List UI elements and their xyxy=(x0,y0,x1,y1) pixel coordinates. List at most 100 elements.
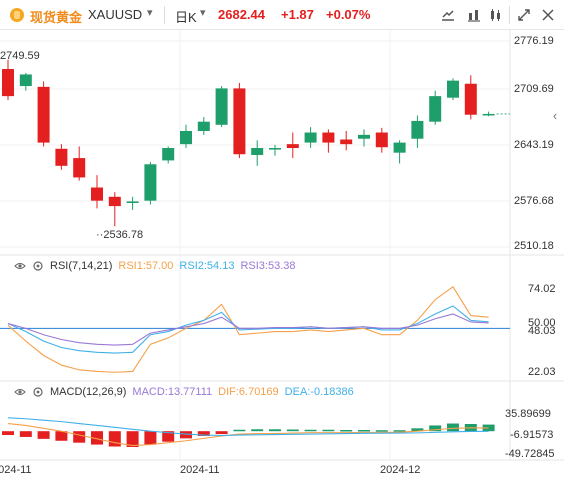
candle-body xyxy=(108,196,121,207)
price-axis-label: 2709.69 xyxy=(514,83,554,95)
candle-body xyxy=(393,142,406,153)
candle-body xyxy=(447,80,459,98)
candle-body xyxy=(375,132,388,148)
dea-line xyxy=(7,417,489,437)
time-axis-label: 2024-11 xyxy=(180,464,220,476)
macd-bar xyxy=(144,431,157,445)
candle-body xyxy=(73,158,86,178)
period-dropdown-icon[interactable]: ▾ xyxy=(200,7,206,19)
macd-bar xyxy=(2,431,14,436)
candle-body xyxy=(358,134,370,139)
time-axis-label: 2024-11 xyxy=(0,464,32,476)
low-price-annotation: ··2536.78 xyxy=(96,229,144,241)
candle-body xyxy=(286,144,299,149)
macd-title: MACD(12,26,9) xyxy=(50,386,127,398)
settings-icon[interactable] xyxy=(32,260,44,272)
candle-body xyxy=(162,148,175,161)
compare-icon[interactable] xyxy=(486,5,506,25)
macd-axis-label: -49.72845 xyxy=(505,448,555,460)
macd-header: MACD(12,26,9) MACD:13.77111 DIF:6.70169 … xyxy=(14,386,360,398)
symbol-name[interactable]: 现货黄金 xyxy=(30,10,83,25)
candle-body xyxy=(19,74,32,87)
drawing-tool-icon[interactable] xyxy=(438,5,458,25)
high-price-annotation: 2749.59 xyxy=(0,50,40,62)
candle-body xyxy=(411,120,424,139)
period-selector[interactable]: 日K xyxy=(175,10,197,25)
candle-body xyxy=(482,113,495,116)
macd-bar xyxy=(269,429,281,432)
price-axis-label: 2576.68 xyxy=(514,195,554,207)
macd-bar xyxy=(55,431,68,441)
macd-bar xyxy=(180,431,192,439)
macd-bar xyxy=(215,431,228,435)
macd-bar xyxy=(358,429,370,432)
symbol-code[interactable]: XAUUSD xyxy=(88,7,143,22)
time-axis-label: 2024-12 xyxy=(380,464,421,476)
candle-body xyxy=(215,88,228,125)
macd-value: MACD:13.77111 xyxy=(132,386,213,398)
macd-bar xyxy=(37,431,50,439)
candle-body xyxy=(304,132,317,143)
price-axis-label: 2510.18 xyxy=(514,240,554,252)
candle-body xyxy=(144,164,157,201)
macd-axis-label: 35.89699 xyxy=(505,408,551,420)
macd-axis-label: -6.91573 xyxy=(510,429,554,441)
dif-line xyxy=(7,422,489,447)
candle-body xyxy=(322,132,335,143)
expand-icon[interactable] xyxy=(514,5,534,25)
panel-toggle-icon[interactable]: ‹ xyxy=(552,108,558,123)
candle-body xyxy=(2,69,14,97)
rsi3-value: RSI3:53.38 xyxy=(240,260,296,272)
rsi2-value: RSI2:54.13 xyxy=(179,260,235,272)
rsi-axis-label: 50.00 xyxy=(528,317,556,329)
macd-bar xyxy=(304,429,317,432)
chart-toolbar: 现货黄金 XAUUSD ▾ 日K ▾ 2682.44 +1.87 +0.07% xyxy=(0,0,564,30)
macd-bar xyxy=(162,431,175,442)
macd-bar xyxy=(126,431,139,447)
rsi2-line xyxy=(7,305,489,354)
candle-body xyxy=(126,201,139,203)
toolbar-divider xyxy=(164,6,165,24)
price-change-percent: +0.07% xyxy=(326,7,371,22)
macd-bar xyxy=(340,429,353,432)
indicator-icon[interactable] xyxy=(464,5,484,25)
rsi-axis-label: 48.03 xyxy=(528,325,556,337)
macd-bar xyxy=(375,430,388,432)
rsi-header: RSI(7,14,21) RSI1:57.00 RSI2:54.13 RSI3:… xyxy=(14,260,302,272)
dea-value: DEA:-0.18386 xyxy=(284,386,354,398)
macd-bar xyxy=(108,431,121,447)
candle-body xyxy=(197,121,210,131)
rsi1-value: RSI1:57.00 xyxy=(118,260,174,272)
price-axis-label: 2643.19 xyxy=(514,139,554,151)
macd-bar xyxy=(73,431,86,443)
macd-bar xyxy=(322,429,335,432)
price-axis-label: 2776.19 xyxy=(514,35,554,47)
macd-bar xyxy=(393,430,406,432)
rsi-axis-label: 22.03 xyxy=(528,366,556,378)
rsi-axis-label: 74.02 xyxy=(528,283,556,295)
macd-bar xyxy=(286,429,299,432)
macd-bar xyxy=(19,431,32,437)
candle-body xyxy=(464,83,477,115)
dif-value: DIF:6.70169 xyxy=(218,386,279,398)
symbol-dropdown-icon[interactable]: ▾ xyxy=(147,7,153,19)
close-icon[interactable] xyxy=(538,5,558,25)
macd-bar xyxy=(233,429,246,432)
eye-icon[interactable] xyxy=(14,260,26,272)
candle-body xyxy=(429,96,442,122)
low-price-value: 2536.78 xyxy=(103,229,144,241)
price-change: +1.87 xyxy=(281,7,314,22)
settings-icon[interactable] xyxy=(32,386,44,398)
eye-icon[interactable] xyxy=(14,386,26,398)
candle-body xyxy=(251,148,264,155)
candle-body xyxy=(340,139,353,145)
rsi3-line xyxy=(7,313,489,346)
macd-bar xyxy=(91,431,103,445)
candle-body xyxy=(180,130,192,145)
candle-body xyxy=(91,187,103,201)
last-price: 2682.44 xyxy=(218,7,265,22)
macd-bar xyxy=(197,431,210,436)
candle-body xyxy=(269,148,281,150)
macd-bar xyxy=(411,428,424,432)
